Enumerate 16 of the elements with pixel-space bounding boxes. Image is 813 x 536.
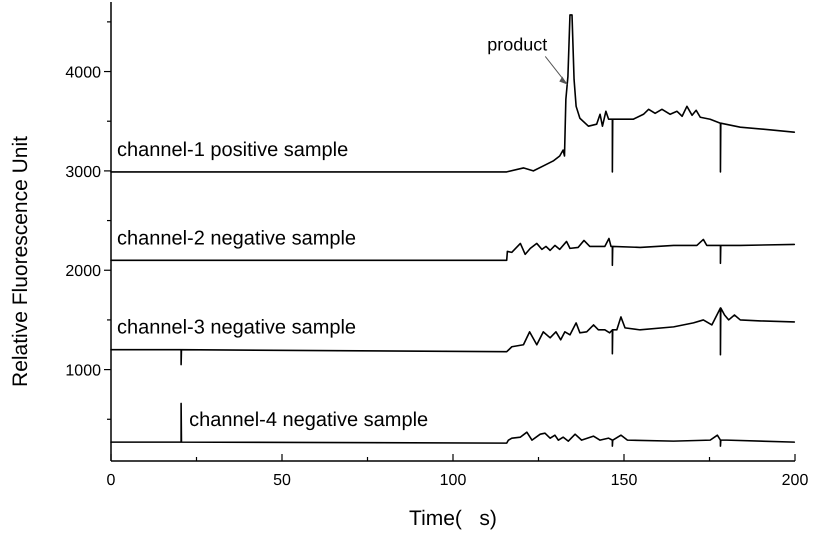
y-tick-label: 4000 <box>65 64 102 82</box>
x-tick-label: 150 <box>610 472 638 489</box>
series-label: channel-2 negative sample <box>117 227 356 250</box>
x-tick-label: 50 <box>273 472 291 489</box>
x-tick-label: 100 <box>440 472 466 489</box>
y-tick-label: 1000 <box>65 362 102 380</box>
series-label: channel-3 negative sample <box>117 316 356 339</box>
x-tick-label: 0 <box>106 472 116 489</box>
series-label: channel-4 negative sample <box>189 409 428 432</box>
x-axis-title: Time( s) <box>409 507 497 530</box>
annotation: product <box>487 34 548 54</box>
x-tick-label: 200 <box>782 472 808 489</box>
y-tick-label: 3000 <box>65 164 102 181</box>
series-label: channel-1 positive sample <box>117 138 348 161</box>
y-tick-label: 2000 <box>65 263 102 280</box>
y-axis-title: Relative Fluorescence Unit <box>9 136 32 387</box>
